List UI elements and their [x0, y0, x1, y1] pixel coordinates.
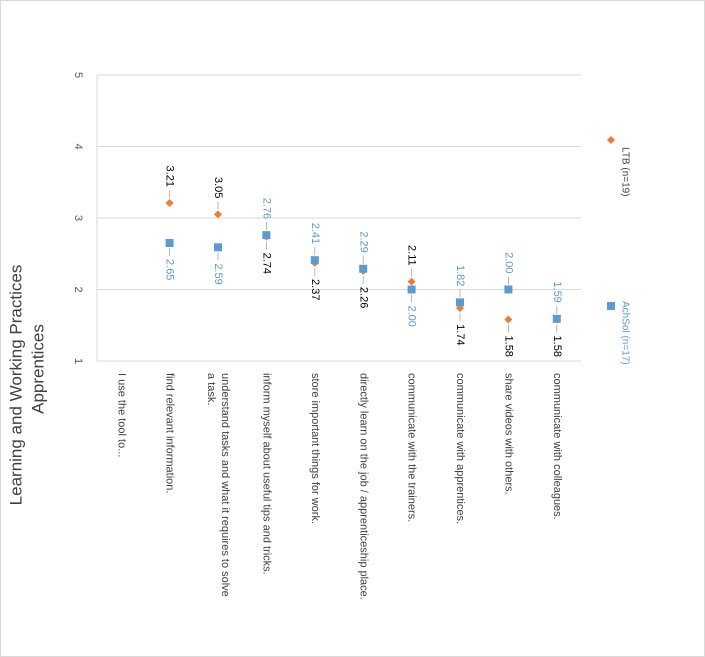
tick-label-2: 2 — [72, 286, 84, 292]
legend-achsol-marker — [607, 302, 615, 310]
ltb-marker-2 — [214, 210, 222, 219]
series-marks: 3.21 3.05 2.74 2.37 2.26 2.11 1.74 1.58 1.58 2.65… — [164, 166, 563, 357]
achsol-data-label-9: 1.59 — [551, 281, 563, 302]
ltb-data-label-9: 1.58 — [551, 336, 563, 357]
ltb-marker-6 — [407, 277, 416, 286]
category-label-9-0: communicate with colleagues. — [551, 373, 563, 520]
category-label-4-0: store important things for work. — [309, 373, 321, 524]
achsol-data-label-8: 2.00 — [502, 252, 514, 273]
legend-ltb-label: LTB (n=19) — [619, 147, 630, 197]
achsol-marker-4 — [310, 256, 319, 265]
ltb-data-label-6: 2.11 — [406, 245, 418, 266]
tick-label-3: 3 — [72, 215, 84, 221]
achsol-data-label-2: 2.59 — [212, 263, 224, 284]
achsol-marker-9 — [552, 314, 561, 323]
ltb-data-label-8: 1.58 — [502, 336, 514, 357]
achsol-marker-6 — [407, 285, 416, 294]
ltb-data-label-1: 3.21 — [164, 166, 176, 187]
tick-label-4: 4 — [72, 143, 84, 149]
achsol-data-label-1: 2.65 — [164, 259, 176, 280]
tick-label-5: 5 — [72, 72, 84, 78]
category-label-5-0: directly learn on the job / apprenticesh… — [357, 373, 369, 600]
ltb-data-label-3: 2.74 — [260, 253, 272, 274]
category-label-8-0: share videos with others. — [502, 373, 514, 495]
legend-ltb-marker — [607, 136, 615, 144]
category-label-6-0: communicate with the trainers. — [406, 373, 418, 522]
category-label-2-0: understand tasks and what it requires to… — [219, 373, 231, 597]
ltb-data-label-5: 2.26 — [357, 287, 369, 308]
ltb-data-label-2: 3.05 — [212, 177, 224, 198]
ltb-data-label-7: 1.74 — [454, 324, 466, 345]
achsol-data-label-5: 2.29 — [357, 231, 369, 252]
ltb-marker-1 — [165, 198, 174, 207]
legend-achsol-label: AchSol (n=17) — [619, 301, 630, 365]
achsol-marker-7 — [456, 298, 464, 307]
category-axis: I use the tool to... find relevant inform… — [115, 373, 563, 600]
category-label-3-0: inform myself about useful tips and tric… — [260, 373, 272, 575]
category-label-0-0: I use the tool to... — [115, 373, 127, 457]
chart-title: Learning and Working Practices Apprentice… — [6, 265, 47, 506]
tick-label-1: 1 — [72, 358, 84, 364]
category-label-2-1: a task. — [205, 373, 217, 405]
achsol-data-label-3: 2.76 — [260, 198, 272, 219]
achsol-data-label-4: 2.41 — [309, 223, 321, 244]
achsol-marker-8 — [504, 285, 513, 294]
chart-title-line-2: Apprentices — [28, 324, 47, 414]
achsol-data-label-7: 1.82 — [454, 265, 466, 286]
grid — [96, 74, 581, 362]
ltb-marker-8 — [504, 315, 513, 324]
achsol-data-label-6: 2.00 — [406, 306, 418, 327]
ltb-data-label-4: 2.37 — [309, 279, 321, 300]
legend: LTB (n=19) AchSol (n=17) — [607, 136, 630, 365]
value-axis-ticks: 1 2 3 4 5 — [72, 72, 84, 364]
chart-title-line-1: Learning and Working Practices — [6, 265, 25, 506]
achsol-marker-1 — [165, 239, 174, 248]
category-label-7-0: communicate with apprentices. — [454, 373, 466, 524]
achsol-marker-3 — [262, 231, 271, 240]
achsol-marker-5 — [359, 264, 368, 273]
achsol-marker-2 — [214, 243, 222, 252]
category-label-1-0: find relevant information. — [164, 373, 176, 493]
